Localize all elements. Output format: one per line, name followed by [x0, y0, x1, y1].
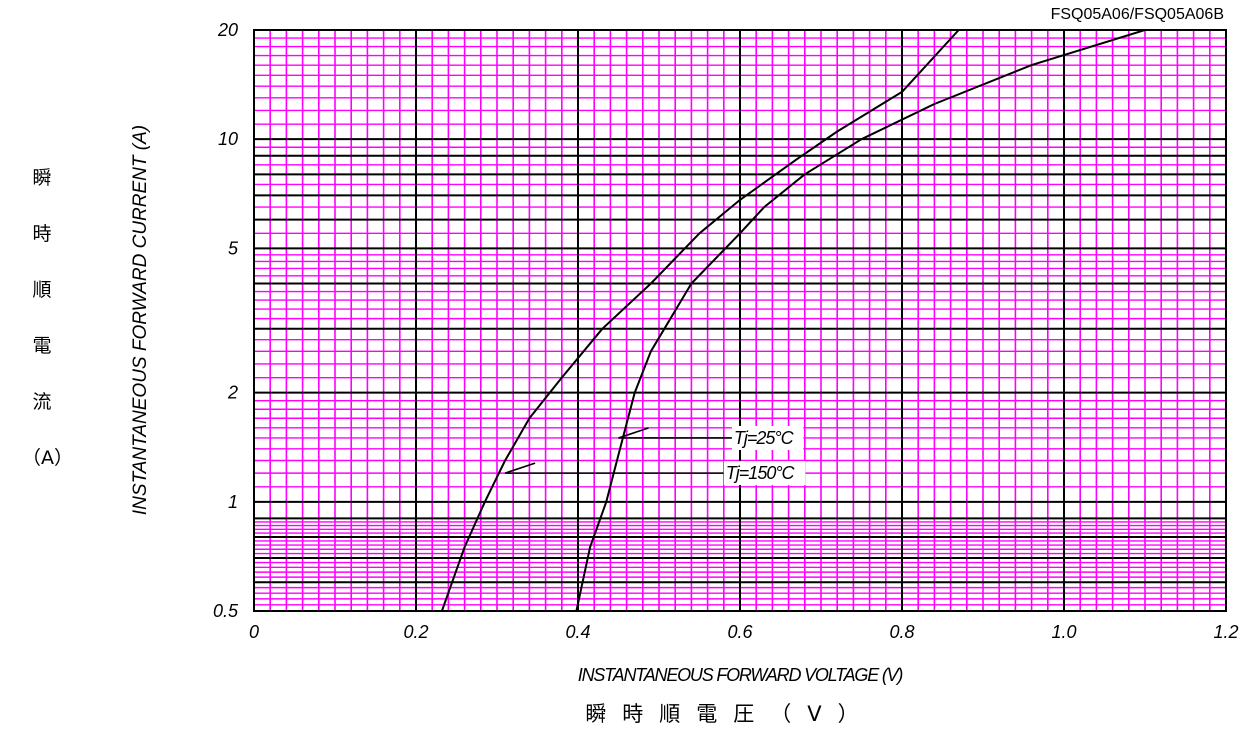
x-tick-label: 0.4: [565, 622, 590, 642]
series-line: [442, 30, 959, 611]
x-tick-label: 0.6: [727, 622, 753, 642]
y-tick-label: 0.5: [213, 601, 239, 621]
x-tick-label: 0.2: [403, 622, 428, 642]
y-tick-label: 10: [218, 129, 238, 149]
x-tick-label: 1.2: [1213, 622, 1238, 642]
y-tick-label: 5: [228, 238, 239, 258]
x-tick-label: 0: [249, 622, 259, 642]
y-tick-label: 20: [217, 20, 238, 40]
annotation-tick: [505, 463, 535, 473]
x-tick-label: 0.8: [889, 622, 914, 642]
annotation-label: Tj=150°C: [726, 463, 796, 483]
annotation-tick: [619, 428, 649, 438]
y-tick-label: 1: [228, 492, 238, 512]
curves: [442, 30, 1145, 611]
annotation-label: Tj=25°C: [734, 428, 795, 448]
annotations: Tj=25°C Tj=150°C: [505, 426, 805, 485]
x-tick-label: 1.0: [1051, 622, 1076, 642]
y-tick-label: 2: [227, 383, 238, 403]
